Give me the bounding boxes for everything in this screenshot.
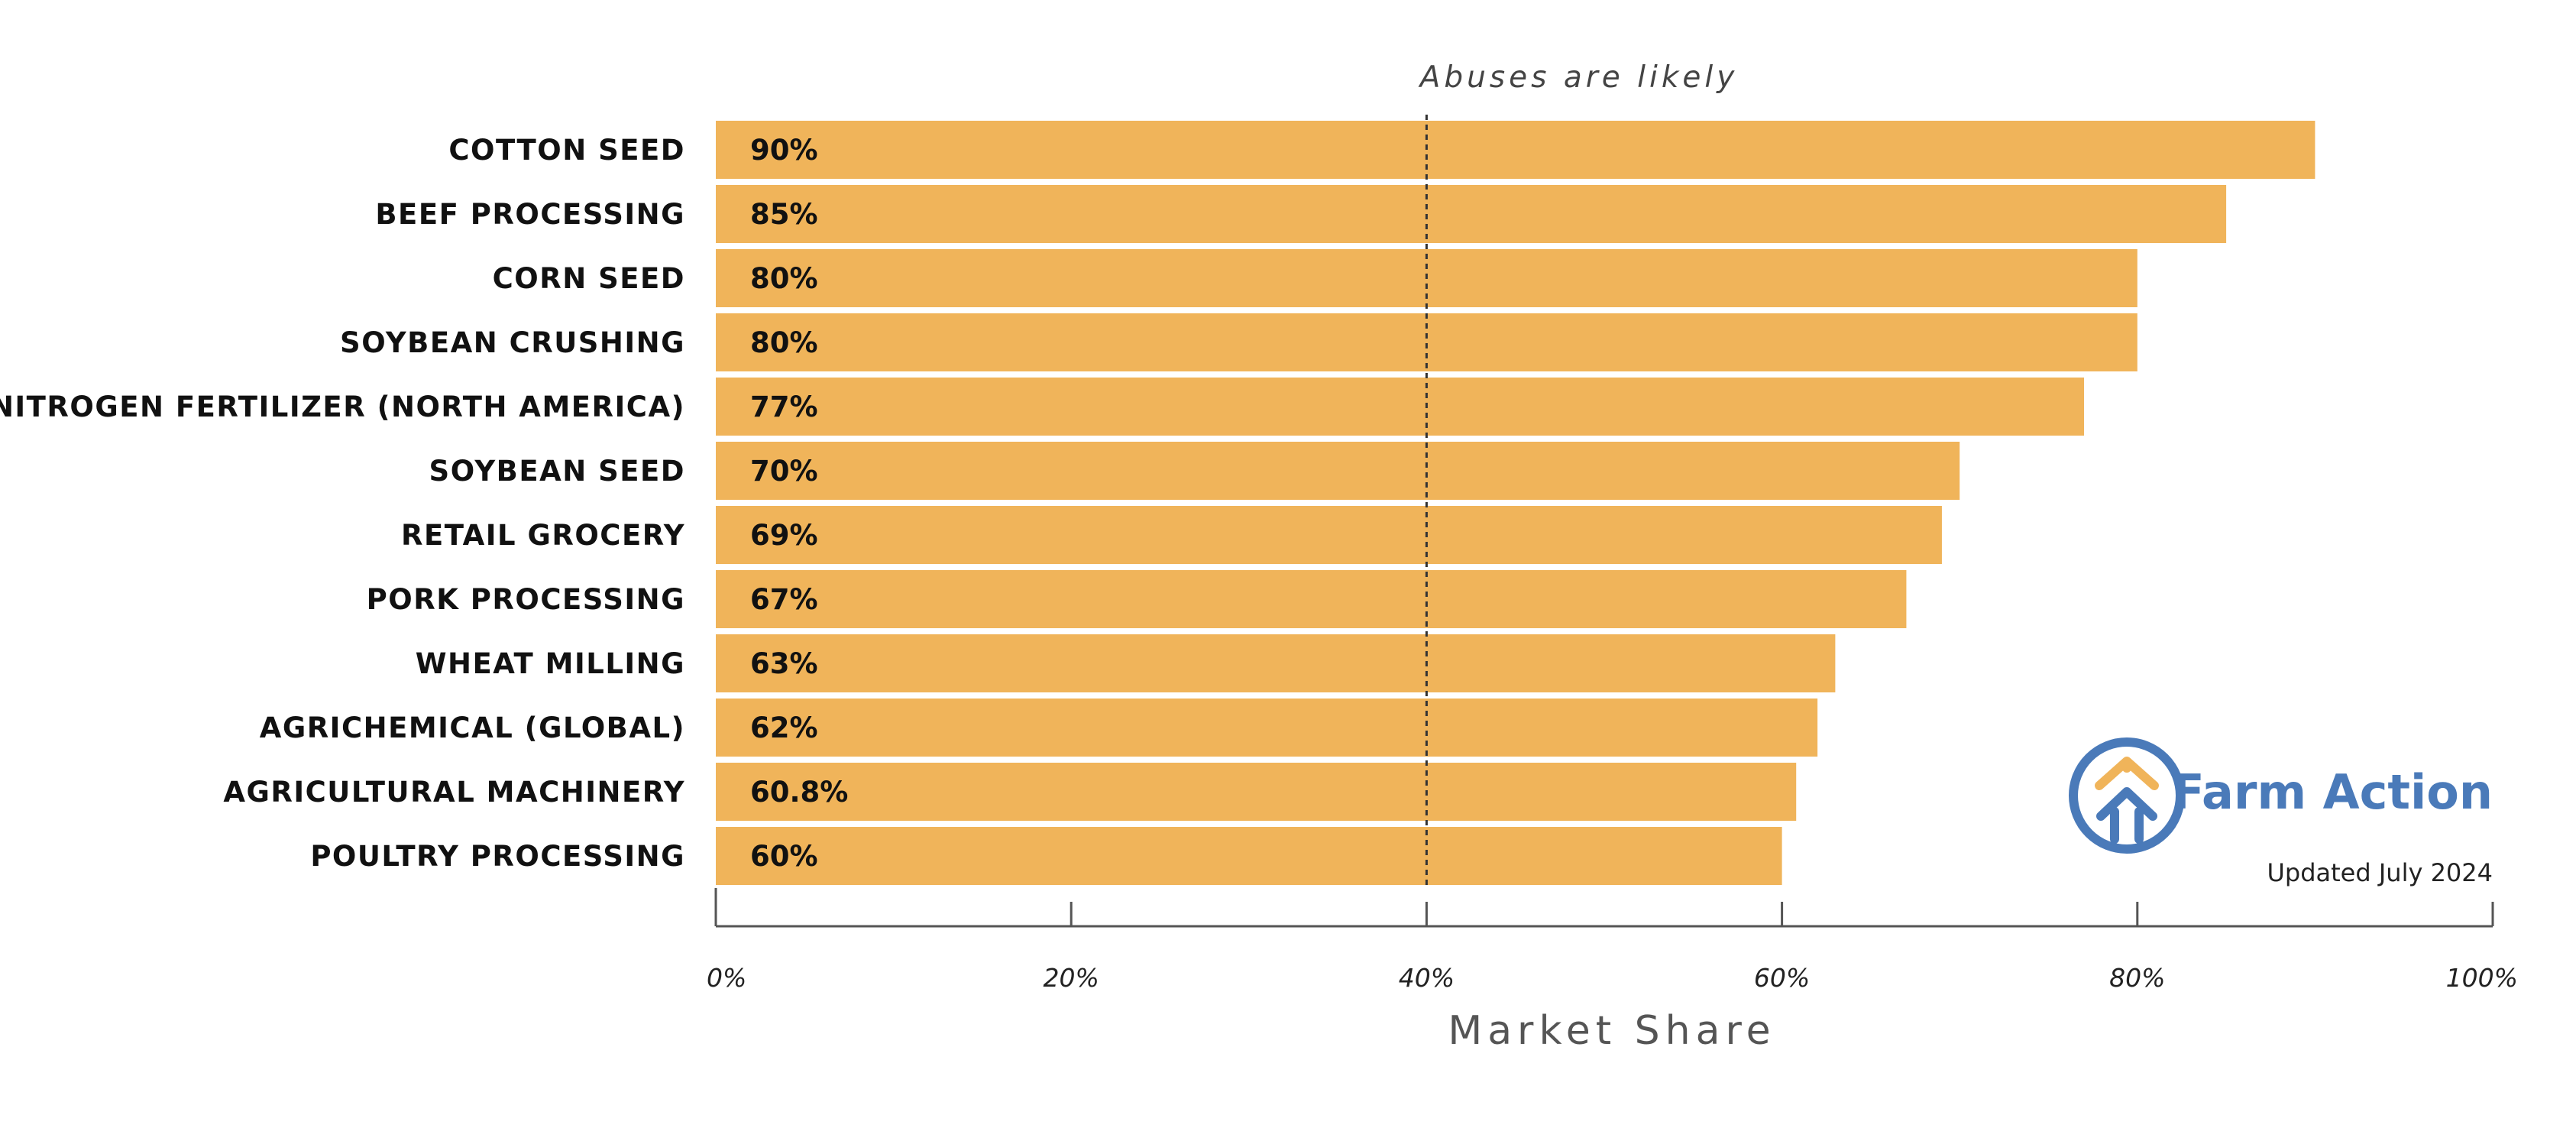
category-labels: COTTON SEED BEEF PROCESSING CORN SEED SOYBE… xyxy=(0,134,685,873)
bar-value-label: 67% xyxy=(750,583,818,616)
bar xyxy=(716,185,2227,243)
x-axis: 0% 20% 40% 60% 80% 100% xyxy=(707,888,2518,993)
bar-value-label: 60% xyxy=(750,840,818,873)
category-label: SOYBEAN CRUSHING xyxy=(340,326,685,359)
updated-date: Updated July 2024 xyxy=(2267,858,2493,887)
bar xyxy=(716,506,1942,564)
bar xyxy=(716,442,1960,500)
bar xyxy=(716,763,1797,821)
bar-value-label: 69% xyxy=(750,519,818,552)
bar xyxy=(716,313,2137,371)
bar-value-label: 80% xyxy=(750,326,818,359)
category-label: PORK PROCESSING xyxy=(367,583,685,616)
category-label: NITROGEN FERTILIZER (NORTH AMERICA) xyxy=(0,391,685,423)
x-tick-label: 60% xyxy=(1754,963,1810,993)
category-label: AGRICHEMICAL (GLOBAL) xyxy=(260,711,685,744)
category-label: COTTON SEED xyxy=(448,134,685,167)
category-label: CORN SEED xyxy=(493,262,685,295)
category-label: WHEAT MILLING xyxy=(416,647,685,680)
category-label: RETAIL GROCERY xyxy=(401,519,685,552)
x-tick-label: 80% xyxy=(2109,963,2165,993)
category-label: SOYBEAN SEED xyxy=(429,455,685,488)
x-tick-label: 20% xyxy=(1044,963,1099,993)
brand-name: Farm Action xyxy=(2172,764,2493,820)
x-tick-label: 100% xyxy=(2446,963,2518,993)
bar-value-label: 70% xyxy=(750,455,818,488)
category-label: BEEF PROCESSING xyxy=(375,198,685,231)
x-tick-label: 40% xyxy=(1399,963,1455,993)
reference-line-label: Abuses are likely xyxy=(1418,60,1739,95)
bar-value-label: 90% xyxy=(750,134,818,167)
category-label: POULTRY PROCESSING xyxy=(310,840,685,873)
bar xyxy=(716,634,1836,692)
bar xyxy=(716,378,2085,436)
x-tick-label: 0% xyxy=(707,963,746,993)
bar xyxy=(716,121,2315,179)
bar-value-label: 63% xyxy=(750,647,818,680)
bar-value-label: 85% xyxy=(750,198,818,231)
category-label: AGRICULTURAL MACHINERY xyxy=(223,776,685,809)
value-labels: 90% 85% 80% 80% 77% 70% 69% 67% 63% 62% 60.8% 60% xyxy=(750,134,848,873)
bar xyxy=(716,827,1782,885)
bar xyxy=(716,699,1818,757)
farm-action-arrows-icon xyxy=(2069,737,2185,854)
bars-layer xyxy=(716,121,2315,885)
bar-value-label: 80% xyxy=(750,262,818,295)
bar-value-label: 60.8% xyxy=(750,776,848,809)
bar xyxy=(716,570,1907,628)
farm-action-logo: Farm Action xyxy=(2069,737,2493,854)
x-axis-title: Market Share xyxy=(1448,1008,1775,1054)
bar-value-label: 62% xyxy=(750,711,818,744)
bar-value-label: 77% xyxy=(750,391,818,423)
